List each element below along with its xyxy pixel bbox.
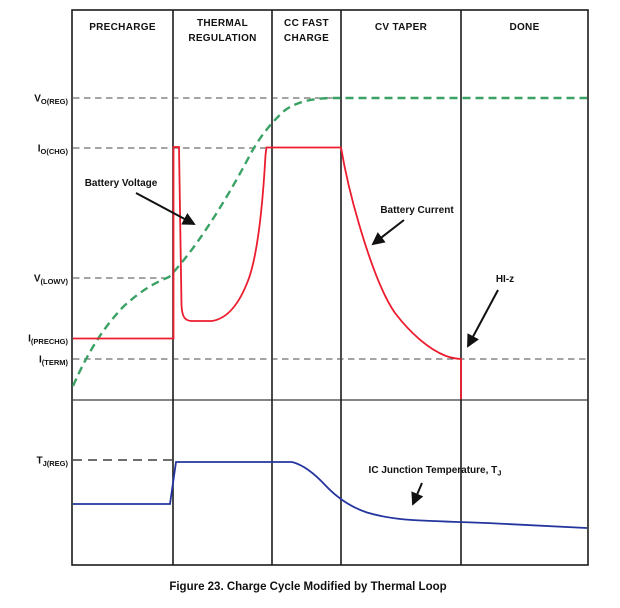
phase-label-ccfast-line1: CC FAST (284, 18, 329, 29)
annotation-ic-junction: IC Junction Temperature, TJ (369, 465, 502, 478)
battery-voltage-arrow (135, 192, 196, 225)
chart-outer-border (71, 9, 589, 566)
annotation-battery-current: Battery Current (380, 205, 454, 216)
annotation-battery-voltage: Battery Voltage (85, 178, 158, 189)
hiz-arrow (467, 289, 499, 348)
y-label-iprechg: I(PRECHG) (28, 334, 68, 347)
battery-current-curve (73, 146, 462, 400)
annotation-hiz: HI-z (496, 274, 514, 285)
ic-junction-arrow (411, 482, 424, 506)
phase-label-thermal-line2: REGULATION (188, 33, 256, 44)
phase-label-thermal-line1: THERMAL (197, 18, 248, 29)
phase-label-cvtaper: CV TAPER (375, 22, 428, 33)
phase-label-done: DONE (509, 22, 539, 33)
battery-voltage-curve (71, 96, 587, 387)
phase-label-precharge: PRECHARGE (89, 22, 156, 33)
y-label-iochg: IO(CHG) (38, 144, 69, 157)
battery-current-arrow (371, 219, 405, 246)
y-label-voreg: VO(REG) (34, 94, 68, 107)
figure-caption: Figure 23. Charge Cycle Modified by Ther… (169, 581, 446, 593)
y-label-vlowv: V(LOWV) (34, 274, 69, 287)
junction-temperature-curve (73, 461, 588, 529)
y-label-iterm: I(TERM) (39, 355, 69, 368)
phase-label-ccfast-line2: CHARGE (284, 33, 329, 44)
y-label-tjreg: TJ(REG) (36, 456, 68, 469)
